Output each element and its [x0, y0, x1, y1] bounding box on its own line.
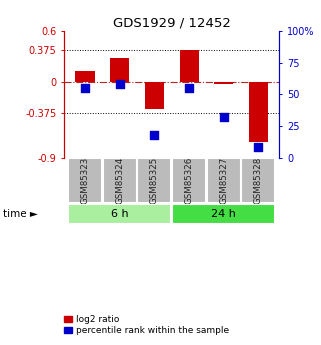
Text: time ►: time ►	[3, 209, 38, 219]
Text: GSM85325: GSM85325	[150, 157, 159, 204]
Point	[256, 145, 261, 150]
Bar	[207, 158, 241, 203]
Text: GSM85327: GSM85327	[219, 157, 228, 204]
Point	[82, 85, 88, 91]
Point	[152, 132, 157, 138]
Text: 24 h: 24 h	[211, 209, 236, 219]
Bar	[68, 158, 102, 203]
Text: 6 h: 6 h	[111, 209, 128, 219]
Text: GSM85324: GSM85324	[115, 157, 124, 204]
Text: GSM85326: GSM85326	[185, 157, 194, 204]
Bar	[241, 158, 275, 203]
Title: GDS1929 / 12452: GDS1929 / 12452	[113, 17, 231, 30]
Text: GSM85323: GSM85323	[81, 157, 90, 204]
Legend: log2 ratio, percentile rank within the sample: log2 ratio, percentile rank within the s…	[62, 313, 231, 337]
Point	[117, 81, 122, 87]
Bar	[145, 82, 164, 109]
Bar	[103, 158, 137, 203]
Bar	[137, 158, 171, 203]
Bar	[172, 158, 206, 203]
Bar	[68, 204, 171, 224]
Bar	[110, 58, 129, 82]
Point	[221, 114, 226, 120]
Point	[187, 85, 192, 91]
Bar	[249, 82, 268, 142]
Bar	[214, 82, 233, 84]
Bar	[172, 204, 275, 224]
Bar	[75, 71, 95, 82]
Text: GSM85328: GSM85328	[254, 157, 263, 204]
Bar	[179, 50, 199, 82]
